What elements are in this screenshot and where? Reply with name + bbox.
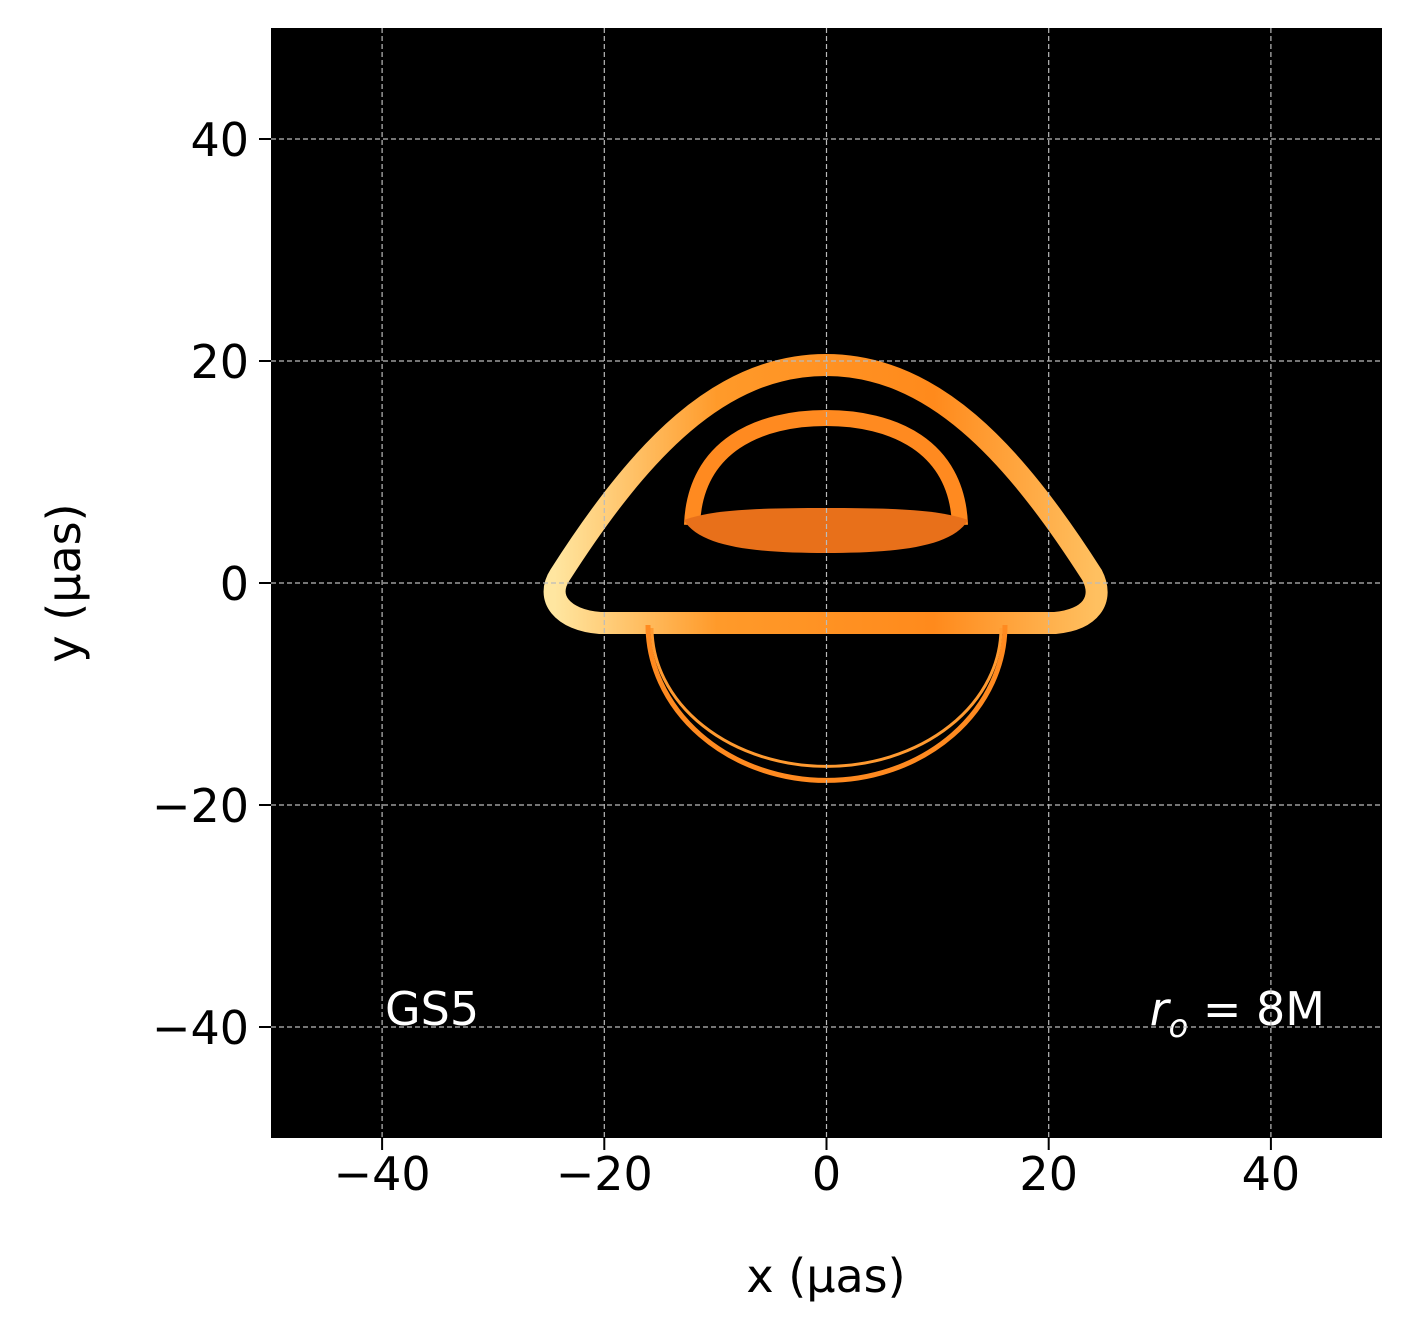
x-tick-label: 40 — [1242, 1147, 1301, 1201]
annotation-part: = 8M — [1188, 982, 1325, 1036]
inner-band — [684, 508, 968, 553]
y-tick-label: −20 — [152, 779, 249, 833]
annotation-part: o — [1169, 1007, 1189, 1045]
inner-ring — [684, 409, 968, 526]
x-tick-label: 20 — [1019, 1147, 1078, 1201]
annotation: GS5 — [385, 982, 479, 1036]
y-tick-label: 0 — [220, 557, 249, 611]
y-tick-label: 40 — [190, 113, 249, 167]
y-tick-label: 20 — [190, 335, 249, 389]
x-tick-label: −20 — [556, 1147, 653, 1201]
y-axis-label: y (μas) — [37, 503, 91, 662]
annotation-part: r — [1150, 982, 1172, 1036]
x-axis-label: x (μas) — [746, 1249, 905, 1303]
image — [543, 353, 1108, 783]
x-tick-label: 0 — [812, 1147, 841, 1201]
y-tick-label: −40 — [152, 1001, 249, 1055]
x-tick-label: −40 — [334, 1147, 431, 1201]
outer-ring — [543, 353, 1108, 634]
